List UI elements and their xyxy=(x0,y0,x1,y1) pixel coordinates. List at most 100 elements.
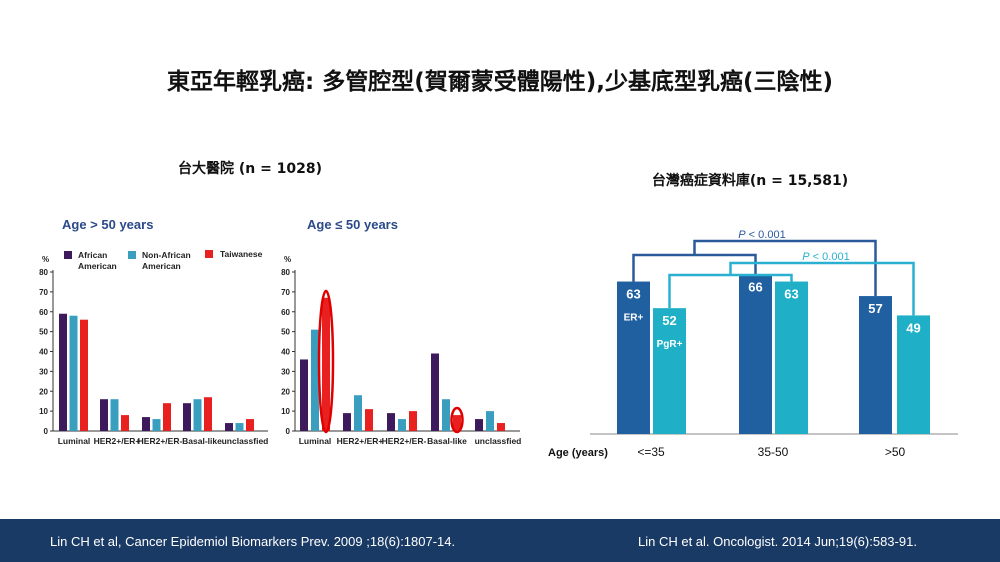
chart3-pgr-bar-0 xyxy=(653,308,686,434)
chart3-er-bar-0 xyxy=(617,281,650,434)
chart1-bar-3-2 xyxy=(204,397,212,431)
chart2-bar-2-0 xyxy=(387,413,395,431)
chart3-category-label: 35-50 xyxy=(758,445,789,459)
chart2-bar-2-2 xyxy=(409,411,417,431)
chart1-category-label: unclassfied xyxy=(222,436,269,446)
legend-swatch-taiwanese xyxy=(205,250,213,258)
chart3-er-bar-1 xyxy=(739,274,772,434)
left-subtitle: 台大醫院 (n = 1028) xyxy=(177,161,323,177)
chart1-category-label: Luminal xyxy=(58,436,91,446)
chart1-bar-0-0 xyxy=(59,313,67,431)
chart1-bar-1-0 xyxy=(100,399,108,431)
chart1-bar-0-1 xyxy=(69,315,78,431)
chart1-plot: 0 10 20 30 40 50 60 70 80 Luminal HER2+/ER+HER2+/E… xyxy=(39,268,268,446)
chart3-er-value-label: 57 xyxy=(868,301,882,316)
chart2-bar-1-2 xyxy=(365,409,373,431)
chart1-ytick-label: 20 xyxy=(39,387,48,396)
chart2-category-label: unclassfied xyxy=(475,436,522,446)
chart2-ytick-label: 70 xyxy=(281,288,290,297)
chart2-bar-3-0 xyxy=(431,353,439,431)
chart2-title: Age ≤ 50 years xyxy=(307,217,398,232)
chart2-ytick-label: 50 xyxy=(281,328,290,337)
chart1-ytick-label: 70 xyxy=(39,288,48,297)
chart1-bar-1-1 xyxy=(110,399,119,431)
chart2-ytick-label: 20 xyxy=(281,387,290,396)
citation-right: Lin CH et al. Oncologist. 2014 Jun;19(6)… xyxy=(638,534,917,549)
chart3-series-label-pgr: PgR+ xyxy=(657,339,683,350)
footer-bar xyxy=(0,519,1000,562)
chart1-bar-4-1 xyxy=(235,423,244,431)
chart3-pgr-bar-1 xyxy=(775,281,808,434)
chart1-bar-2-2 xyxy=(163,403,171,431)
chart1-ytick-label: 50 xyxy=(39,328,48,337)
chart2-ytick-label: 80 xyxy=(281,268,290,277)
highlight-ellipse-luminal xyxy=(317,289,335,434)
chart1-ytick-label: 0 xyxy=(44,427,49,436)
chart1-ylabel: % xyxy=(42,255,49,264)
page-title: 東亞年輕乳癌: 多管腔型(賀爾蒙受體陽性),少基底型乳癌(三陰性) xyxy=(167,69,833,95)
chart1-bar-3-0 xyxy=(183,403,191,431)
chart2-category-label: HER2+/ER+ xyxy=(337,436,384,446)
chart3-bracket-er-outer xyxy=(693,239,877,297)
chart1-bar-0-2 xyxy=(80,319,88,431)
chart3-category-label: <=35 xyxy=(637,445,665,459)
chart3-series-label-er: ER+ xyxy=(624,313,644,324)
chart2-bar-0-2 xyxy=(322,297,330,431)
chart2-bar-3-2 xyxy=(453,415,461,431)
chart1-bar-3-1 xyxy=(193,399,202,431)
chart2-category-label: Luminal xyxy=(299,436,332,446)
legend-swatch-non-african-american xyxy=(128,251,136,259)
chart3-category-label: >50 xyxy=(885,445,906,459)
chart2-bar-2-1 xyxy=(398,419,406,431)
citation-left: Lin CH et al, Cancer Epidemiol Biomarker… xyxy=(50,534,456,549)
chart3-pgr-bar-2 xyxy=(897,315,930,434)
highlight-ellipse-basal xyxy=(450,406,464,434)
chart2-ytick-label: 60 xyxy=(281,308,290,317)
chart2-bar-1-0 xyxy=(343,413,351,431)
chart1-bar-1-2 xyxy=(121,415,129,431)
chart3-pgr-value-label: 52 xyxy=(662,313,676,328)
chart1-category-label: HER2+/ER+ xyxy=(94,436,141,446)
chart3-pvalue-pgr: P < 0.001 xyxy=(802,251,849,263)
chart3-pgr-value-label: 49 xyxy=(906,320,920,335)
chart1-ytick-label: 30 xyxy=(39,367,48,376)
chart1-bar-2-1 xyxy=(152,419,161,431)
chart2-category-label: Basal-like xyxy=(427,436,467,446)
chart2-ytick-label: 10 xyxy=(281,407,290,416)
chart2-bar-3-1 xyxy=(442,399,450,431)
legend-label-taiwanese: Taiwanese xyxy=(220,249,263,259)
legend-label-non-african-american-1: Non-African American xyxy=(142,250,191,271)
chart2-ylabel: % xyxy=(284,255,291,264)
chart1-bar-4-0 xyxy=(225,423,233,431)
chart3-bracket-pgr-inner xyxy=(668,273,793,309)
chart2-bar-4-2 xyxy=(497,423,505,431)
chart2-bar-4-1 xyxy=(486,411,494,431)
chart1-category-label: Basal-like xyxy=(182,436,222,446)
chart3-pvalue-er: P < 0.001 xyxy=(738,229,785,241)
chart2-bar-4-0 xyxy=(475,419,483,431)
legend-label-african-american-1: African American xyxy=(78,250,117,271)
chart1-category-label: HER2+/ER- xyxy=(138,436,183,446)
chart1-ytick-label: 60 xyxy=(39,308,48,317)
charts-canvas: Age > 50 years % African American Non-Afr… xyxy=(39,217,958,459)
chart2-bar-1-1 xyxy=(354,395,362,431)
chart1-legend: African American Non-African American Taiw… xyxy=(64,249,263,271)
chart2-ytick-label: 30 xyxy=(281,367,290,376)
chart2-ytick-label: 0 xyxy=(286,427,291,436)
chart2-ytick-label: 40 xyxy=(281,348,290,357)
chart2-bar-0-1 xyxy=(311,329,319,431)
chart3-bracket-er-inner xyxy=(632,253,757,282)
right-subtitle: 台灣癌症資料庫(n = 15,581) xyxy=(651,173,849,189)
legend-swatch-african-american xyxy=(64,251,72,259)
chart1-ytick-label: 40 xyxy=(39,348,48,357)
chart2-category-label: HER2+/ER- xyxy=(382,436,427,446)
chart1-title: Age > 50 years xyxy=(62,217,153,232)
chart1-bar-4-2 xyxy=(246,419,254,431)
chart3-bracket-pgr-outer xyxy=(729,261,915,316)
chart2-plot: 0 10 20 30 40 50 60 70 80 Luminal HER2+/ER+HER2+/E… xyxy=(281,268,521,446)
chart3-plot: 63 52 <=35 66 63 35-50 57 49 >50 ER+ PgR+ P < 0.001… xyxy=(590,229,958,459)
chart3-xlabel: Age (years) xyxy=(548,447,608,459)
chart3-er-value-label: 66 xyxy=(748,279,762,294)
chart3-pgr-value-label: 63 xyxy=(784,287,798,302)
chart2-bar-0-0 xyxy=(300,359,308,431)
